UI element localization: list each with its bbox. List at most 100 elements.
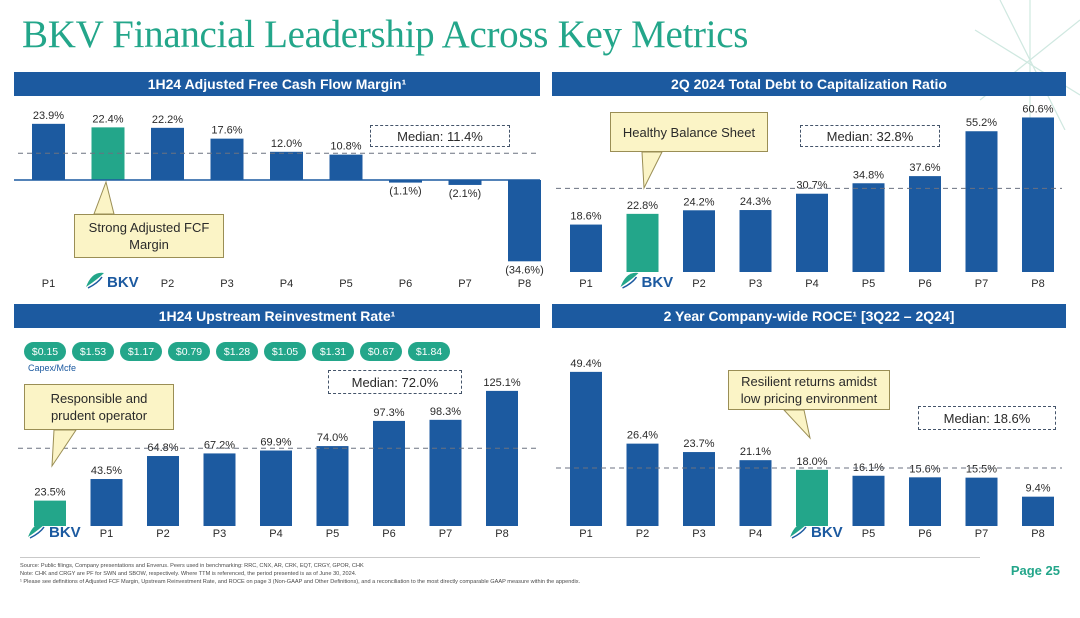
- value-label: 69.9%: [260, 437, 291, 449]
- bar-bkv: [796, 469, 828, 526]
- value-label: 17.6%: [211, 125, 242, 137]
- category-label: P7: [458, 278, 471, 290]
- bar-p4: [796, 193, 828, 272]
- category-label: P1: [42, 278, 55, 290]
- bar-p3: [210, 138, 244, 180]
- footnote-source: Source: Public filings, Company presenta…: [20, 563, 364, 569]
- category-label: P8: [495, 528, 508, 540]
- capex-pill: $0.79: [168, 342, 210, 361]
- footnote-note: Note: CHK and CRGY are PF for SWN and SB…: [20, 571, 357, 577]
- value-label: 23.7%: [683, 438, 714, 450]
- value-label: 10.8%: [330, 141, 361, 153]
- bars: [32, 123, 541, 262]
- bar-p4: [260, 450, 292, 526]
- value-label: 9.4%: [1025, 483, 1050, 495]
- roce-chart: 49.4% P1 26.4% P2 23.7% P3 21.1% P4 18.0% BKV 16.1…: [556, 358, 1062, 541]
- capex-pill: $1.84: [408, 342, 450, 361]
- category-label: P4: [280, 278, 293, 290]
- callout-pointer: [93, 180, 115, 215]
- roce-median-box: Median: 18.6%: [918, 406, 1056, 430]
- fcf-median-box: Median: 11.4%: [370, 125, 510, 147]
- footnotes: Source: Public filings, Company presenta…: [20, 562, 980, 586]
- value-label: 60.6%: [1022, 103, 1053, 115]
- value-label: (34.6%): [505, 264, 544, 276]
- bar-p2: [151, 127, 184, 180]
- bar-p2: [147, 456, 179, 526]
- category-label: P3: [692, 528, 705, 540]
- value-label: 125.1%: [483, 377, 521, 389]
- capex-label: Capex/Mcfe: [28, 363, 77, 373]
- debt-callout: Healthy Balance Sheet: [610, 112, 768, 152]
- roce-callout: Resilient returns amidst low pricing env…: [728, 370, 890, 410]
- category-label: P5: [862, 528, 875, 540]
- capex-pill: $1.17: [120, 342, 162, 361]
- page-title: BKV Financial Leadership Across Key Metr…: [22, 13, 749, 56]
- debt-cap-panel: 2Q 2024 Total Debt to Capitalization Rat…: [552, 72, 1066, 294]
- fcf-margin-panel: 1H24 Adjusted Free Cash Flow Margin¹ 23.…: [14, 72, 544, 294]
- bar-p7: [448, 180, 482, 185]
- category-label: P1: [579, 528, 592, 540]
- value-label: 98.3%: [430, 406, 461, 418]
- value-label: 18.0%: [796, 456, 827, 468]
- category-label: P4: [269, 528, 282, 540]
- reinvestment-chart: 23.5%BKV43.5%P164.8%P267.2%P369.9%P474.0…: [18, 377, 536, 541]
- capex-pill: $1.05: [264, 342, 306, 361]
- fcf-margin-chart: 23.9% P1 22.4% BKV 22.2% P2 17.6% P3 12.0% P4 10.8…: [14, 110, 544, 291]
- category-label: P6: [399, 278, 412, 290]
- category-label: P8: [518, 278, 531, 290]
- bkv-leaf-icon: [620, 272, 639, 287]
- bkv-leaf-icon: [86, 272, 104, 287]
- bar-p3: [203, 453, 236, 526]
- bkv-logo: BKV: [86, 272, 139, 291]
- capex-pill: $0.15: [24, 342, 66, 361]
- bars: [570, 371, 1054, 526]
- value-label: 12.0%: [271, 138, 302, 150]
- bar-p1: [570, 371, 602, 526]
- value-label: 97.3%: [373, 407, 404, 419]
- category-label: P7: [975, 528, 988, 540]
- category-label: P4: [805, 278, 818, 290]
- debt-median-box: Median: 32.8%: [800, 125, 940, 147]
- capex-pill-row: $0.15 $1.53 $1.17 $0.79 $1.28 $1.05 $1.3…: [24, 342, 450, 361]
- fcf-margin-header: 1H24 Adjusted Free Cash Flow Margin¹: [14, 72, 540, 96]
- footer-divider: [20, 557, 980, 558]
- category-label: P2: [692, 278, 705, 290]
- category-label: P3: [213, 528, 226, 540]
- capex-pill: $1.53: [72, 342, 114, 361]
- bar-p8: [1022, 117, 1054, 272]
- bkv-logo-text: BKV: [642, 274, 674, 291]
- callout-pointer: [641, 151, 663, 190]
- bar-p8: [486, 390, 518, 526]
- category-label: P4: [749, 528, 762, 540]
- bar-p5: [852, 475, 885, 526]
- bar-p7: [429, 419, 462, 526]
- bar-p6: [373, 420, 405, 526]
- fcf-callout: Strong Adjusted FCF Margin: [74, 214, 224, 258]
- category-label: P1: [579, 278, 592, 290]
- bar-bkv: [626, 213, 659, 272]
- bar-p8: [508, 180, 541, 262]
- category-label: P7: [439, 528, 452, 540]
- bar-p5: [329, 154, 363, 180]
- value-label: 23.5%: [34, 487, 65, 499]
- bkv-logo: BKV: [620, 272, 674, 291]
- category-label: P6: [918, 278, 931, 290]
- value-label: (2.1%): [449, 188, 481, 200]
- bkv-logo-text: BKV: [107, 274, 139, 291]
- reinvestment-header: 1H24 Upstream Reinvestment Rate¹: [14, 304, 540, 328]
- bar-p3: [739, 210, 772, 272]
- bar-p7: [965, 131, 998, 272]
- bar-p2: [683, 210, 715, 272]
- value-label: 37.6%: [909, 162, 940, 174]
- value-label: 18.6%: [570, 211, 601, 223]
- bar-p1: [570, 224, 602, 272]
- category-label: P3: [220, 278, 233, 290]
- debt-cap-header: 2Q 2024 Total Debt to Capitalization Rat…: [552, 72, 1066, 96]
- bkv-logo: BKV: [790, 522, 843, 541]
- bars: [34, 390, 518, 526]
- category-label: P7: [975, 278, 988, 290]
- bkv-logo-text: BKV: [811, 524, 843, 541]
- bar-p6: [909, 477, 941, 526]
- bar-p6: [389, 180, 422, 183]
- reinvestment-panel: 1H24 Upstream Reinvestment Rate¹ $0.15 $…: [14, 304, 540, 546]
